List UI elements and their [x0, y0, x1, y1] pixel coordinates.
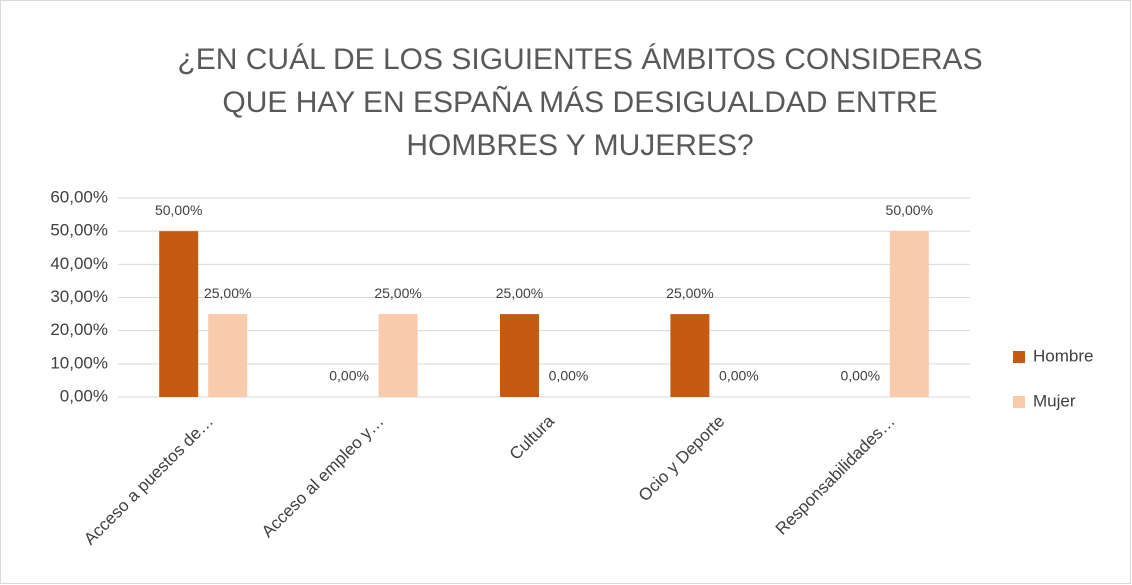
y-tick-label: 40,00%: [50, 254, 108, 273]
data-label: 25,00%: [496, 285, 543, 301]
y-tick-label: 20,00%: [50, 320, 108, 339]
y-tick-label: 10,00%: [50, 353, 108, 372]
y-tick-label: 50,00%: [50, 221, 108, 240]
data-label: 0,00%: [840, 368, 880, 384]
y-tick-label: 60,00%: [50, 187, 108, 206]
data-label: 25,00%: [204, 285, 251, 301]
legend-label: Mujer: [1033, 391, 1076, 410]
legend-label: Hombre: [1033, 346, 1093, 365]
y-tick-label: 30,00%: [50, 287, 108, 306]
data-label: 25,00%: [374, 285, 421, 301]
bar: [159, 231, 199, 397]
data-label: 50,00%: [155, 202, 202, 218]
legend-swatch: [1013, 396, 1025, 408]
bar: [208, 314, 248, 397]
bar: [889, 231, 929, 397]
data-label: 0,00%: [329, 368, 369, 384]
data-label: 50,00%: [886, 202, 933, 218]
data-label: 0,00%: [719, 368, 759, 384]
chart-title: ¿EN CUÁL DE LOS SIGUIENTES ÁMBITOS CONSI…: [177, 43, 983, 162]
bar: [500, 314, 539, 397]
y-tick-label: 0,00%: [60, 386, 108, 405]
data-label: 0,00%: [549, 368, 589, 384]
bar: [670, 314, 710, 397]
data-label: 25,00%: [666, 285, 713, 301]
legend-swatch: [1013, 351, 1025, 363]
bar: [378, 314, 418, 397]
